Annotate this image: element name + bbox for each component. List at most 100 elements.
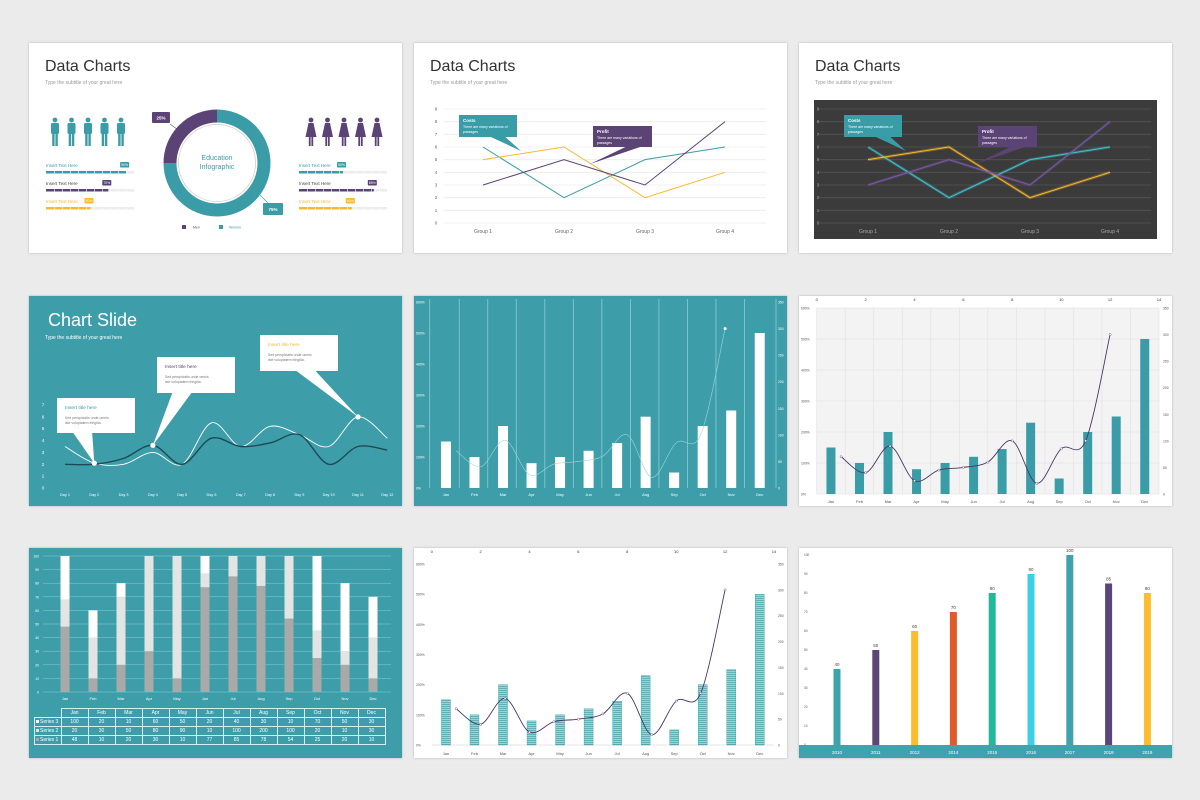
bar-2011	[872, 650, 880, 745]
bar-nov	[726, 669, 736, 746]
progress-badge	[337, 162, 346, 168]
bar-segment-series-2	[144, 556, 154, 652]
y-tick-label: 4	[817, 170, 820, 175]
bar-segment-series-2	[116, 596, 126, 665]
line-point	[1010, 439, 1014, 443]
progress-gap	[62, 171, 63, 174]
slide-line-chart[interactable]: Data Charts Type the subtitle of your gr…	[414, 43, 787, 253]
y-tick-label: 200%	[416, 683, 425, 687]
column-header: Apr	[141, 708, 170, 718]
table-cell: 10	[87, 735, 116, 745]
bar-segment-series-2	[368, 637, 378, 679]
table-cell: 10	[195, 726, 224, 736]
series-line-1	[64, 416, 388, 466]
bar-oct	[697, 426, 708, 488]
donut-slice-men	[163, 109, 218, 164]
x-tick-label: Nov	[1113, 499, 1120, 504]
x2-tick-label: 10	[674, 549, 679, 554]
y-tick-label: 4	[435, 170, 438, 175]
callout-text: Sed perspiciatis unde omnis	[165, 375, 209, 379]
y-tick-label: 500%	[801, 338, 810, 342]
line-point	[839, 455, 843, 459]
slide-year-bar-chart[interactable]: 0102030405060708090100402010502011602012…	[799, 548, 1172, 758]
slide-title: Data Charts	[45, 58, 131, 75]
bar-2014	[949, 612, 957, 745]
table-cell: 20	[303, 726, 332, 736]
callout-text: Sed perspiciatis unde omnis	[65, 416, 109, 420]
head	[69, 117, 74, 123]
progress-gap	[323, 171, 324, 174]
y2-tick-label: 100	[778, 692, 784, 696]
progress-fill	[46, 189, 109, 192]
x-tick-label: Feb	[856, 499, 864, 504]
body	[84, 123, 92, 134]
legend-swatch	[219, 225, 223, 229]
x-tick-label: Jun	[585, 492, 591, 497]
legend-swatch	[36, 729, 39, 732]
x-tick-label: Mar	[118, 696, 126, 701]
callout-2: Insert title here Sed perspiciatis unde o…	[152, 357, 235, 446]
head	[308, 117, 314, 123]
progress-gap	[371, 171, 372, 174]
bar-segment-series-1	[144, 651, 154, 692]
y-tick-label: 6	[435, 145, 438, 150]
progress-gap	[315, 171, 316, 174]
progress-gap	[118, 207, 119, 210]
table-cell: 25	[303, 735, 332, 745]
callout-box	[844, 115, 902, 137]
man-icon	[117, 117, 125, 146]
slide-line-chart-dark[interactable]: Data Charts Type the subtitle of your gr…	[799, 43, 1172, 253]
progress-gap	[331, 207, 332, 210]
table-cell: 90	[168, 726, 197, 736]
y-tick-label: 400%	[801, 369, 810, 373]
data-label: 40	[834, 662, 840, 667]
x-tick-label: May	[556, 751, 564, 756]
x-tick-label: Group 1	[474, 229, 492, 235]
y-tick-label: 8	[817, 119, 820, 124]
slide-chart-slide[interactable]: 0 1 2 3 4 5 6 7 Day 1 Day 2 Day 3 Day 4 Day 5 Day 6 Da…	[29, 296, 402, 506]
line-point	[1035, 482, 1039, 485]
smooth-line-chart: 0 1 2 3 4 5 6 7 Day 1 Day 2 Day 3 Day 4 Day 5 Day 6 Da…	[42, 335, 393, 497]
y-tick-label: 600%	[416, 301, 425, 305]
series-line	[455, 328, 726, 478]
x2-tick-label: 0	[431, 549, 434, 554]
bar-segment-series-3	[116, 583, 126, 597]
x-tick-label: Jul	[1000, 499, 1005, 504]
y-tick-label: 100%	[801, 462, 810, 466]
bar-jul	[997, 449, 1007, 494]
x-tick-label: Day 12	[381, 493, 393, 497]
y2-tick-label: 300	[1163, 333, 1169, 337]
slide-combo-chart-teal[interactable]: 0% 100% 200% 300% 400% 500% 600% 0 50 100 150 200 25…	[414, 296, 787, 506]
line-point	[479, 723, 482, 726]
x-tick-label: 2014	[948, 750, 959, 755]
slide-subtitle: Type the subtitle of your great here	[430, 80, 508, 86]
callout-pointer	[72, 432, 95, 464]
progress-badge-text: 90%	[121, 163, 128, 167]
bar-oct	[1083, 432, 1093, 494]
bar-segment-series-2	[256, 556, 266, 586]
x-tick-label: Nov	[341, 696, 348, 701]
y2-tick-label: 350	[1163, 307, 1169, 311]
slide-combo-chart-light[interactable]: 0% 100% 200% 300% 400% 500% 600% 0 50 100 150 200 25…	[799, 296, 1172, 506]
callout-costs: Costs There are many variations ofpassage…	[459, 115, 521, 151]
x-tick-label: Day 1	[60, 493, 70, 497]
column-header: May	[168, 708, 197, 718]
line-point	[962, 466, 965, 469]
progress-gap	[371, 207, 372, 210]
slide-combo-chart-hatched[interactable]: 0% 100% 200% 300% 400% 500% 600% 0 50 100 150 200 25…	[414, 548, 787, 758]
slide-stacked-chart[interactable]: 0 10 20 30 40 50 60 70 80 90 100 Jan Feb Mar Apr May Jun…	[29, 548, 402, 758]
x-tick-label: Aug	[642, 751, 649, 756]
bar-jun	[583, 450, 594, 488]
y-tick-label: 100	[33, 555, 39, 559]
callout-text: iste voluptatem fringilla.	[65, 421, 102, 425]
callout-text: passages	[982, 141, 997, 145]
slide-education-infographic[interactable]: Data Charts Type the subtitle of your gr…	[29, 43, 402, 253]
callout-title: Insert title here	[268, 342, 300, 348]
x-tick-label: Jun	[970, 499, 976, 504]
table-cell: 10	[114, 717, 143, 727]
x-tick-label: Day 4	[148, 493, 158, 497]
progress-gap	[126, 171, 127, 174]
x-tick-label: Jan	[443, 492, 449, 497]
bar-mar	[498, 426, 509, 488]
combo-chart: 0%100%200%300%400%500%600%05010015020025…	[801, 297, 1169, 504]
